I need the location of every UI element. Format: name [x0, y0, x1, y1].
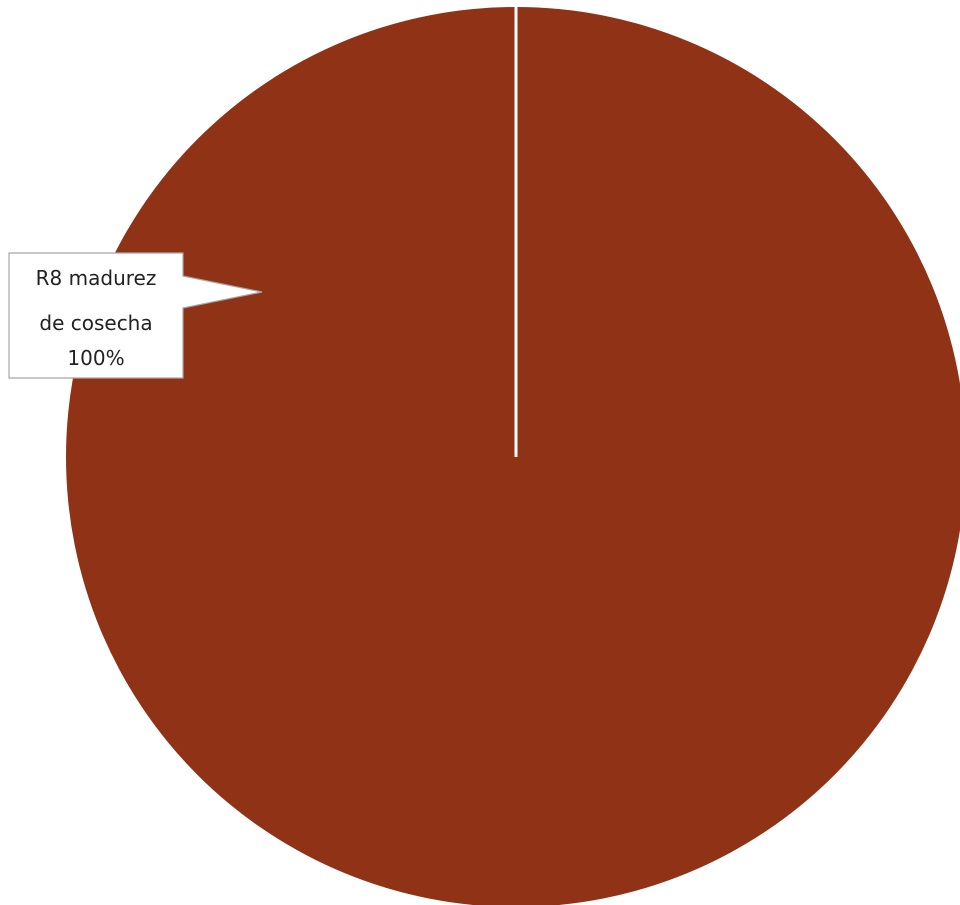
pie-slice-r8-madurez-de-cosecha — [66, 7, 960, 905]
callout-box — [8, 252, 263, 379]
data-label-line-2: de cosecha — [39, 311, 152, 335]
data-label-percent: 100% — [67, 346, 124, 370]
data-label-line-1: R8 madurez — [36, 266, 157, 290]
data-label-callout: R8 madurez de cosecha 100% — [8, 252, 263, 379]
